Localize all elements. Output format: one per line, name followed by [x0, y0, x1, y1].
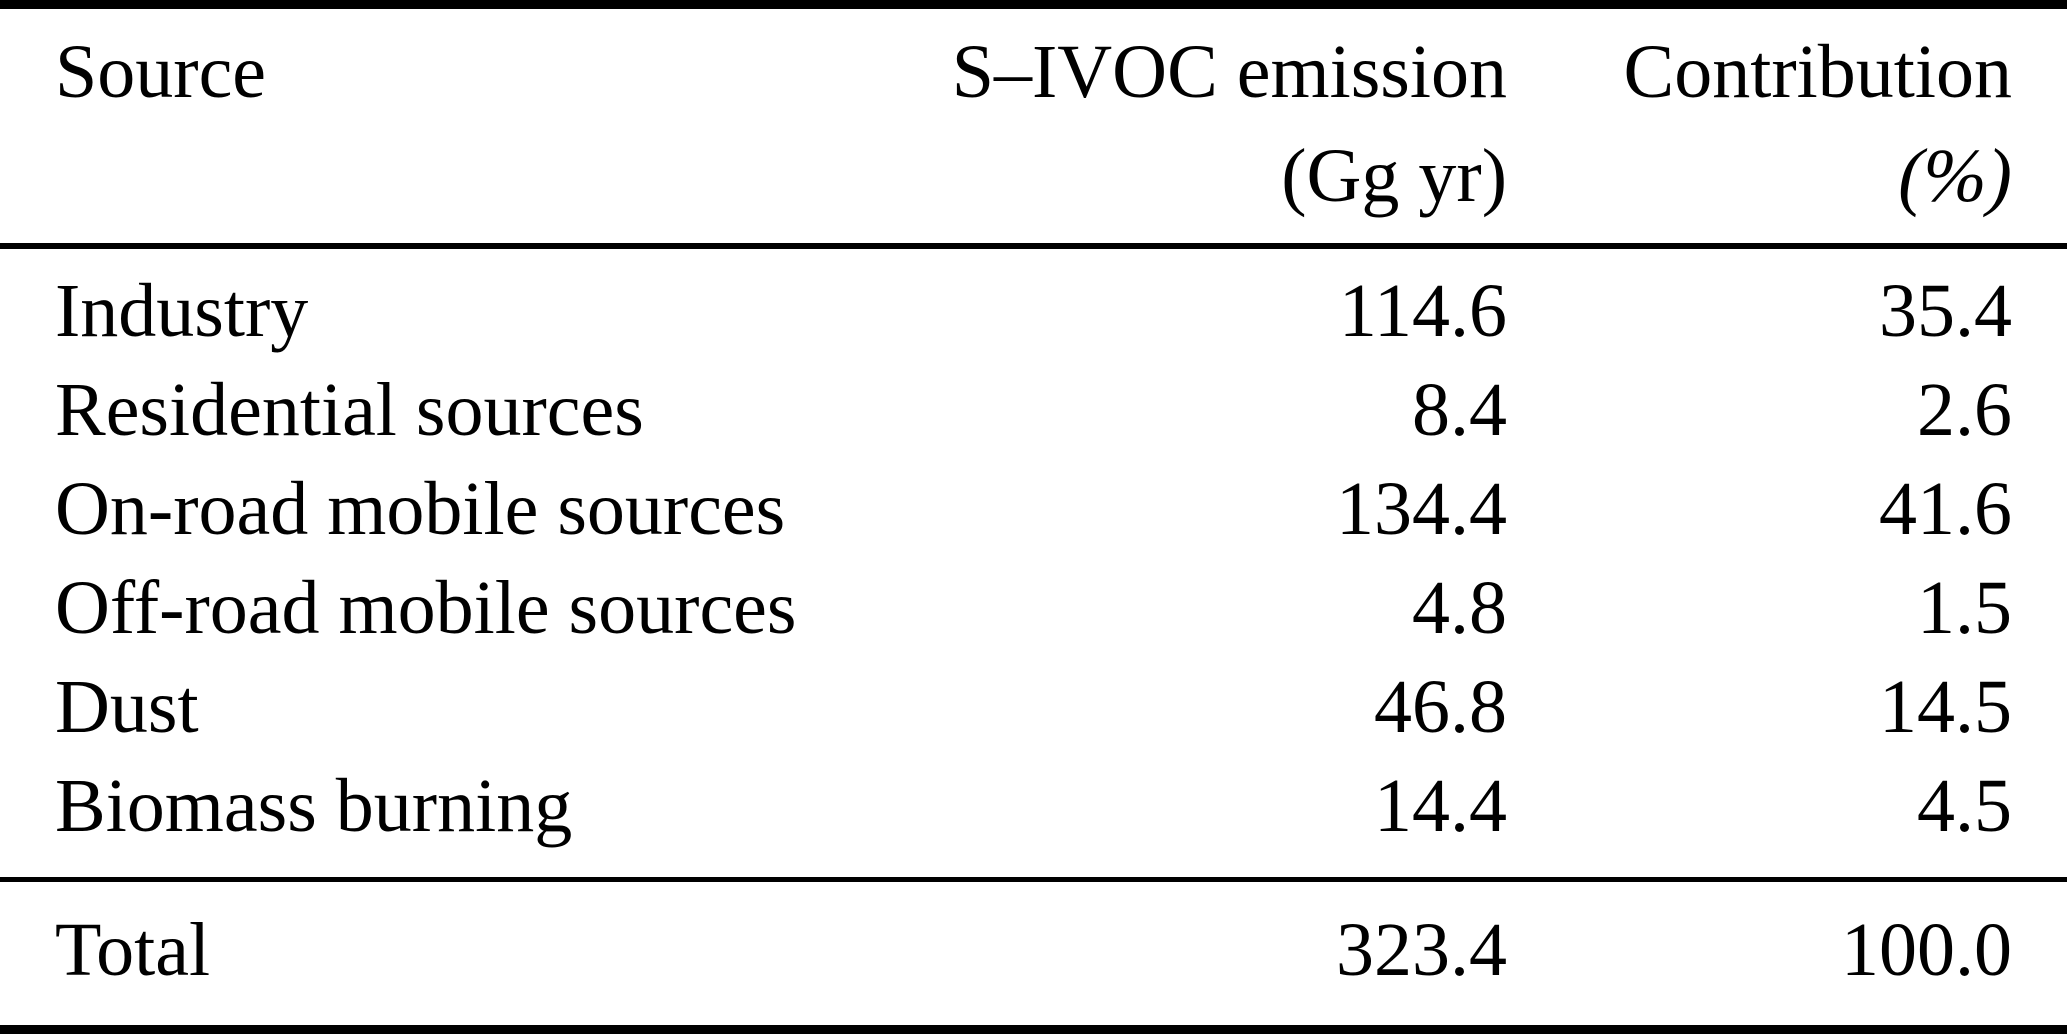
- source-cell: Off-road mobile sources: [55, 566, 797, 650]
- table-header-rule: [0, 243, 2067, 249]
- contribution-cell: 4.5: [1917, 764, 2012, 848]
- column-header-emission-label: S–IVOC emission: [951, 30, 1507, 114]
- source-cell: Industry: [55, 269, 309, 353]
- source-cell: Biomass burning: [55, 764, 573, 848]
- column-header-emission-unit: (Gg yr): [1281, 134, 1507, 218]
- column-header-emission: S–IVOC emission (Gg yr): [807, 20, 1507, 228]
- column-header-source-label: Source: [55, 30, 267, 114]
- contribution-cell: 35.4: [1879, 269, 2012, 353]
- column-header-contribution-unit: (%): [1898, 134, 2012, 218]
- emission-cell: 134.4: [1336, 467, 1507, 551]
- total-contribution-cell: 100.0: [1841, 908, 2012, 992]
- table-row: Dust 46.8 14.5: [0, 658, 2067, 757]
- source-cell: Residential sources: [55, 368, 644, 452]
- column-header-contribution-label: Contribution: [1623, 30, 2012, 114]
- contribution-cell: 14.5: [1879, 665, 2012, 749]
- table-row: Residential sources 8.4 2.6: [0, 361, 2067, 460]
- emission-cell: 14.4: [1374, 764, 1507, 848]
- total-emission-cell: 323.4: [1336, 908, 1507, 992]
- emission-cell: 114.6: [1338, 269, 1507, 353]
- column-header-contribution: Contribution (%): [1412, 20, 2012, 228]
- table-row: Biomass burning 14.4 4.5: [0, 757, 2067, 856]
- table-row: Industry 114.6 35.4: [0, 262, 2067, 361]
- table-bottom-rule: [0, 1025, 2067, 1034]
- contribution-cell: 1.5: [1917, 566, 2012, 650]
- table-row: On-road mobile sources 134.4 41.6: [0, 460, 2067, 559]
- emission-cell: 46.8: [1374, 665, 1507, 749]
- table-top-rule: [0, 0, 2067, 9]
- table-total-row: Total 323.4 100.0: [0, 900, 2067, 1000]
- source-cell: Dust: [55, 665, 199, 749]
- table-total-rule: [0, 877, 2067, 882]
- source-cell: On-road mobile sources: [55, 467, 786, 551]
- contribution-cell: 41.6: [1879, 467, 2012, 551]
- column-header-source: Source: [55, 20, 266, 124]
- emission-cell: 8.4: [1412, 368, 1507, 452]
- emission-cell: 4.8: [1412, 566, 1507, 650]
- total-label-cell: Total: [55, 908, 211, 992]
- contribution-cell: 2.6: [1917, 368, 2012, 452]
- table-row: Off-road mobile sources 4.8 1.5: [0, 559, 2067, 658]
